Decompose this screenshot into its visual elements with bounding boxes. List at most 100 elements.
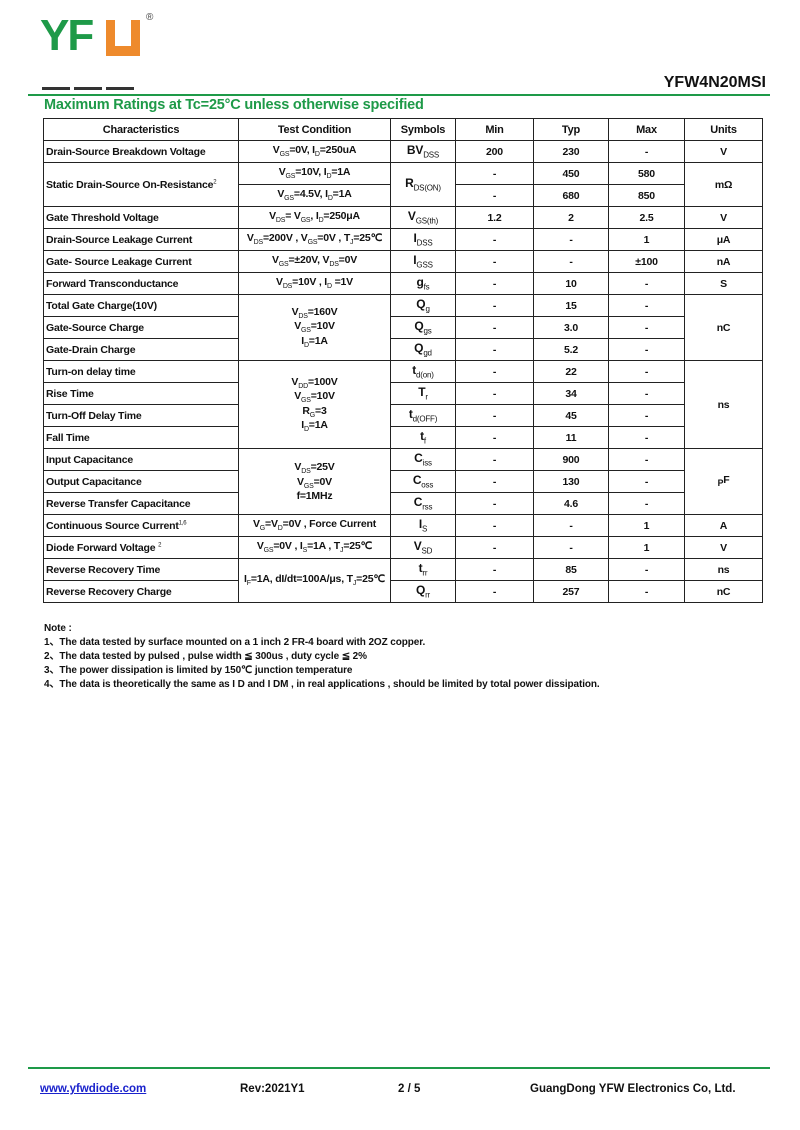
table-row: Gate Threshold Voltage VDS= VGS, ID=250μA… xyxy=(43,206,763,229)
unit-cell: μA xyxy=(684,228,763,251)
table-row: Diode Forward Voltage 2 VGS=0V , IS=1A , … xyxy=(43,536,763,559)
symbol-cell: tf xyxy=(390,426,456,449)
max-cell: - xyxy=(608,448,685,471)
unit-cell: V xyxy=(684,140,763,163)
max-cell: - xyxy=(608,404,685,427)
typ-cell: 5.2 xyxy=(533,338,609,361)
typ-cell: 130 xyxy=(533,470,609,493)
column-header: Max xyxy=(608,118,685,141)
max-cell: - xyxy=(608,580,685,603)
table-row: Turn-Off Delay Time td(OFF) -45- xyxy=(43,404,763,427)
characteristic-cell: Diode Forward Voltage 2 xyxy=(43,536,239,559)
table-row: Gate-Drain Charge Qgd -5.2- xyxy=(43,338,763,361)
max-cell: 1 xyxy=(608,514,685,537)
symbol-cell: Tr xyxy=(390,382,456,405)
typ-cell: 900 xyxy=(533,448,609,471)
min-cell: - xyxy=(455,360,534,383)
table-row: Drain-Source Leakage Current VDS=200V , V… xyxy=(43,228,763,251)
max-cell: - xyxy=(608,316,685,339)
symbol-cell: VSD xyxy=(390,536,456,559)
max-cell: - xyxy=(608,470,685,493)
typ-cell: 230 xyxy=(533,140,609,163)
characteristic-cell: Static Drain-Source On-Resistance2 xyxy=(43,162,239,207)
column-header: Test Condition xyxy=(238,118,391,141)
typ-cell: - xyxy=(533,536,609,559)
part-number: YFW4N20MSI xyxy=(663,74,766,91)
website-link[interactable]: www.yfwdiode.com xyxy=(40,1083,147,1095)
characteristic-cell: Drain-Source Breakdown Voltage xyxy=(43,140,239,163)
typ-cell: 34 xyxy=(533,382,609,405)
symbol-cell: Coss xyxy=(390,470,456,493)
symbol-cell: RDS(ON) xyxy=(390,162,456,207)
characteristic-cell: Output Capacitance xyxy=(43,470,239,493)
typ-cell: 11 xyxy=(533,426,609,449)
max-cell: - xyxy=(608,294,685,317)
table-row: Drain-Source Breakdown Voltage VGS=0V, ID… xyxy=(43,140,763,163)
unit-cell: nC xyxy=(684,294,763,361)
max-cell: - xyxy=(608,492,685,515)
typ-cell: 680 xyxy=(533,184,609,207)
unit-cell: V xyxy=(684,536,763,559)
symbol-cell: Qgd xyxy=(390,338,456,361)
min-cell: - xyxy=(455,162,534,185)
min-cell: - xyxy=(455,382,534,405)
min-cell: - xyxy=(455,228,534,251)
typ-cell: 450 xyxy=(533,162,609,185)
typ-cell: 45 xyxy=(533,404,609,427)
test-condition-cell: VGS=0V, ID=250uA xyxy=(238,140,391,163)
logo-letters: YF xyxy=(40,11,94,60)
note-item: 1、The data tested by surface mounted on … xyxy=(44,637,426,648)
column-header: Typ xyxy=(533,118,609,141)
table-row: Reverse Recovery Time IF=1A, dI/dt=100A/μ… xyxy=(43,558,763,603)
registered-mark: ® xyxy=(146,12,154,23)
column-header: Characteristics xyxy=(43,118,239,141)
symbol-cell: VGS(th) xyxy=(390,206,456,229)
min-cell: - xyxy=(455,272,534,295)
min-cell: - xyxy=(455,448,534,471)
characteristic-cell: Gate-Source Charge xyxy=(43,316,239,339)
test-condition-cell: VG=VD=0V , Force Current xyxy=(238,514,391,537)
revision: Rev:2021Y1 xyxy=(240,1083,305,1095)
column-header: Min xyxy=(455,118,534,141)
max-cell: - xyxy=(608,382,685,405)
typ-cell: 257 xyxy=(533,580,609,603)
typ-cell: 2 xyxy=(533,206,609,229)
column-header: Units xyxy=(684,118,763,141)
characteristic-cell: Gate-Drain Charge xyxy=(43,338,239,361)
symbol-cell: Qg xyxy=(390,294,456,317)
logo-orange-mark xyxy=(106,20,140,56)
unit-cell: S xyxy=(684,272,763,295)
characteristic-cell: Turn-Off Delay Time xyxy=(43,404,239,427)
notes-heading: Note : xyxy=(44,623,72,634)
symbol-cell: BVDSS xyxy=(390,140,456,163)
note-item: 4、The data is theoretically the same as … xyxy=(44,679,600,690)
test-condition-cell: VGS=10V, ID=1A xyxy=(238,162,391,185)
table-row: Forward Transconductance VDS=10V , ID =1V… xyxy=(43,272,763,295)
table-row: Gate- Source Leakage Current VGS=±20V, VD… xyxy=(43,250,763,273)
test-condition-cell: VDS= VGS, ID=250μA xyxy=(238,206,391,229)
max-cell: ±100 xyxy=(608,250,685,273)
typ-cell: - xyxy=(533,228,609,251)
unit-cell: PF xyxy=(684,448,763,515)
min-cell: - xyxy=(455,316,534,339)
table-row: Turn-on delay time VDD=100V VGS=10V RG=3 ID=… xyxy=(43,360,763,449)
min-cell: - xyxy=(455,492,534,515)
max-cell: 1 xyxy=(608,228,685,251)
logo-chinese-mark xyxy=(42,64,142,90)
header-divider xyxy=(28,94,770,96)
symbol-cell: Crss xyxy=(390,492,456,515)
min-cell: - xyxy=(455,404,534,427)
characteristic-cell: Gate Threshold Voltage xyxy=(43,206,239,229)
characteristic-cell: Total Gate Charge(10V) xyxy=(43,294,239,317)
test-condition-cell: IF=1A, dI/dt=100A/μs, TJ=25℃ xyxy=(238,558,391,603)
min-cell: - xyxy=(455,536,534,559)
unit-cell: nA xyxy=(684,250,763,273)
symbol-cell: trr xyxy=(390,558,456,581)
table-row: Reverse Recovery Charge Qrr -257- nC xyxy=(43,580,763,603)
characteristic-cell: Reverse Recovery Time xyxy=(43,558,239,581)
symbol-cell: gfs xyxy=(390,272,456,295)
typ-cell: - xyxy=(533,514,609,537)
min-cell: - xyxy=(455,294,534,317)
characteristic-cell: Forward Transconductance xyxy=(43,272,239,295)
typ-cell: 3.0 xyxy=(533,316,609,339)
